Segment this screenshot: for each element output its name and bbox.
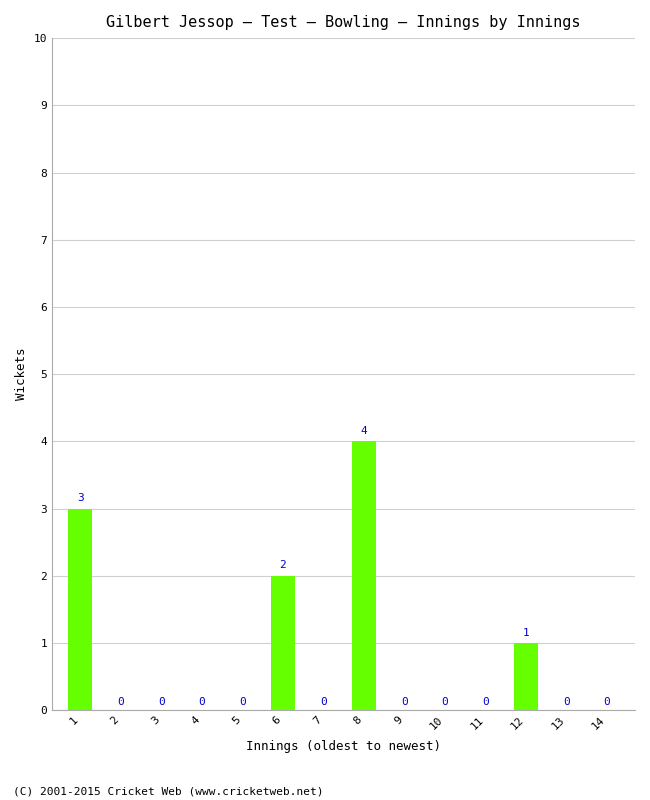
Text: 0: 0 — [482, 697, 489, 707]
Text: 0: 0 — [401, 697, 408, 707]
Bar — [68, 509, 92, 710]
Y-axis label: Wickets: Wickets — [15, 348, 28, 400]
Bar — [270, 576, 295, 710]
X-axis label: Innings (oldest to newest): Innings (oldest to newest) — [246, 740, 441, 753]
Title: Gilbert Jessop – Test – Bowling – Innings by Innings: Gilbert Jessop – Test – Bowling – Inning… — [106, 15, 580, 30]
Text: 4: 4 — [360, 426, 367, 436]
Text: 0: 0 — [320, 697, 326, 707]
Text: 0: 0 — [603, 697, 610, 707]
Text: 0: 0 — [563, 697, 569, 707]
Text: 0: 0 — [441, 697, 448, 707]
Bar — [514, 643, 538, 710]
Text: 1: 1 — [523, 628, 529, 638]
Text: 3: 3 — [77, 493, 84, 503]
Text: 0: 0 — [198, 697, 205, 707]
Text: 0: 0 — [158, 697, 164, 707]
Text: 0: 0 — [239, 697, 246, 707]
Text: 0: 0 — [118, 697, 124, 707]
Text: 2: 2 — [280, 560, 286, 570]
Bar — [352, 442, 376, 710]
Text: (C) 2001-2015 Cricket Web (www.cricketweb.net): (C) 2001-2015 Cricket Web (www.cricketwe… — [13, 786, 324, 796]
